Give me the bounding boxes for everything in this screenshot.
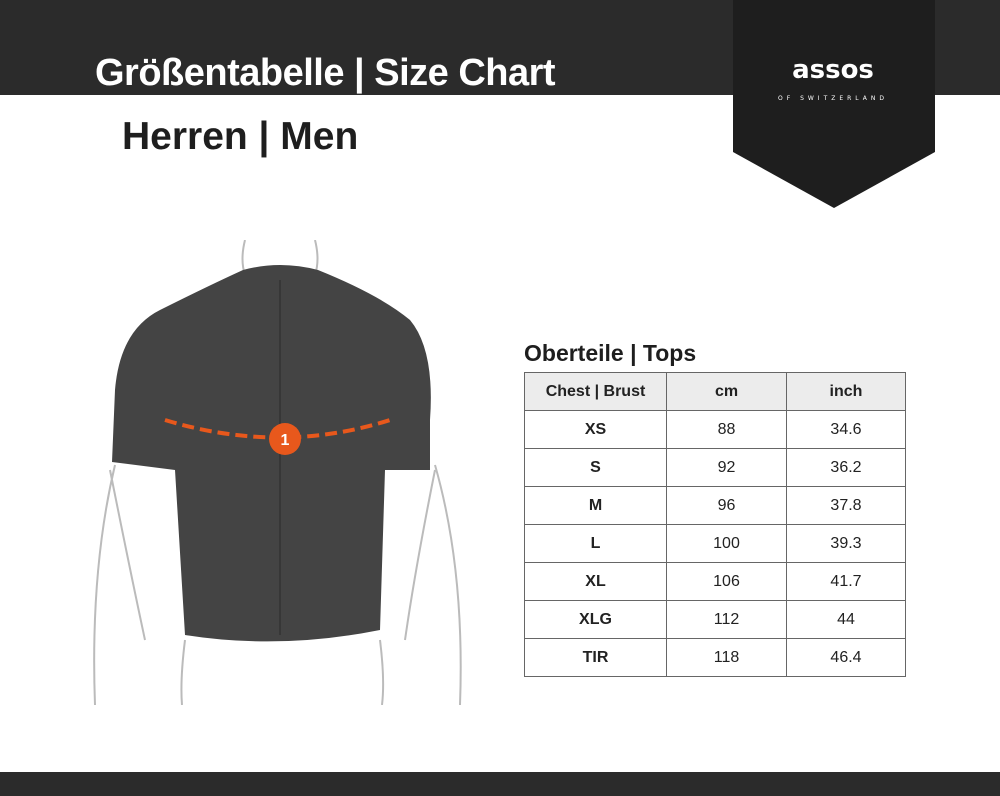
column-header: cm [666,372,787,411]
table-row: TIR 118 46.4 [524,638,906,677]
size-cell: M [524,486,667,525]
size-cell: XS [524,410,667,449]
column-header: Chest | Brust [524,372,667,411]
table-row: M 96 37.8 [524,486,906,525]
table-row: XL 106 41.7 [524,562,906,601]
table-title: Oberteile | Tops [524,340,697,366]
cm-cell: 106 [666,562,787,601]
size-table: Chest | Brust cm inch XS 88 34.6 S 92 36.2 M 96… [524,372,906,677]
jersey-shape [112,265,431,642]
column-header: inch [786,372,906,411]
logo-tagline: OF SWITZERLAND [778,95,888,102]
table-header-row: Chest | Brust cm inch [524,372,906,411]
assos-logo: assos OF SWITZERLAND [733,0,935,208]
footer-band [0,772,1000,796]
cm-cell: 118 [666,638,787,677]
cm-cell: 100 [666,524,787,563]
inch-cell: 46.4 [786,638,906,677]
logo-brand: assos [792,55,874,85]
size-cell: S [524,448,667,487]
cm-cell: 92 [666,448,787,487]
table-row: S 92 36.2 [524,448,906,487]
cm-cell: 96 [666,486,787,525]
inch-cell: 34.6 [786,410,906,449]
cm-cell: 88 [666,410,787,449]
size-cell: XLG [524,600,667,639]
inch-cell: 44 [786,600,906,639]
size-cell: XL [524,562,667,601]
page-subtitle: Herren | Men [122,115,359,158]
inch-cell: 36.2 [786,448,906,487]
inch-cell: 39.3 [786,524,906,563]
cm-cell: 112 [666,600,787,639]
size-cell: L [524,524,667,563]
jersey-figure: 1 [93,240,462,705]
table-row: L 100 39.3 [524,524,906,563]
table-row: XLG 112 44 [524,600,906,639]
page-title: Größentabelle | Size Chart [95,52,556,94]
marker-label: 1 [281,432,290,449]
inch-cell: 41.7 [786,562,906,601]
marker-circle [269,423,301,455]
inch-cell: 37.8 [786,486,906,525]
size-cell: TIR [524,638,667,677]
table-row: XS 88 34.6 [524,410,906,449]
